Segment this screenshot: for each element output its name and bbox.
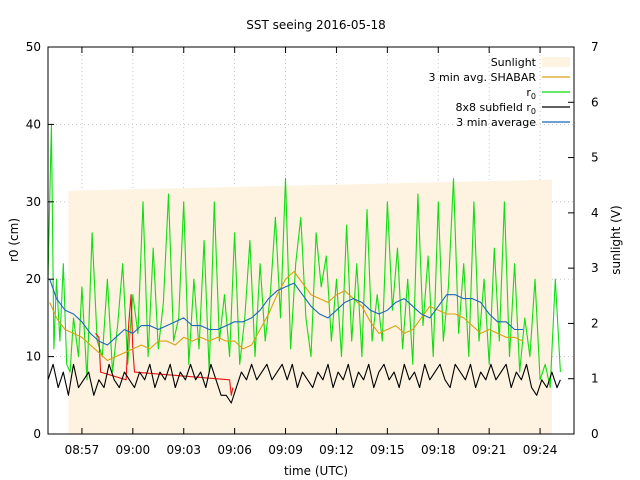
y2-tick-label: 6 <box>591 95 599 109</box>
series-layer <box>47 123 561 404</box>
x-tick-label: 09:12 <box>319 443 354 457</box>
y-tick-label: 20 <box>26 272 41 286</box>
y2-tick-label: 5 <box>591 151 599 165</box>
x-tick-label: 09:06 <box>217 443 252 457</box>
x-tick-label: 08:57 <box>65 443 100 457</box>
y-tick-label: 0 <box>33 427 41 441</box>
y2-tick-label: 7 <box>591 40 599 54</box>
y-tick-label: 50 <box>26 40 41 54</box>
x-tick-label: 09:21 <box>472 443 507 457</box>
y-tick-label: 30 <box>26 195 41 209</box>
axis-ticks: 08:57 09:00 09:03 09:06 09:09 09:12 09:15 09:18… <box>26 40 599 457</box>
plot-frame <box>47 46 575 435</box>
legend-swatch-sunlight <box>542 57 570 67</box>
chart-title: SST seeing 2016-05-18 <box>246 18 386 32</box>
x-axis-label: time (UTC) <box>284 464 348 478</box>
legend-label: 3 min avg. SHABAR <box>429 71 537 84</box>
x-tick-label: 09:09 <box>268 443 303 457</box>
x-tick-label: 09:18 <box>421 443 456 457</box>
x-tick-label: 09:03 <box>166 443 201 457</box>
sunlight-area-layer <box>68 179 552 434</box>
x-tick-label: 09:15 <box>370 443 405 457</box>
y2-tick-label: 3 <box>591 261 599 275</box>
y2-tick-label: 4 <box>591 206 599 220</box>
grid-lines <box>48 47 574 434</box>
y-axis-label: r0 (cm) <box>7 218 21 262</box>
legend-label: r0 <box>526 86 536 101</box>
series-line-3 <box>49 279 524 346</box>
y-tick-label: 10 <box>26 350 41 364</box>
y2-tick-label: 0 <box>591 427 599 441</box>
series-line-0 <box>49 270 524 362</box>
x-tick-label: 09:24 <box>523 443 558 457</box>
legend-label: Sunlight <box>491 56 537 69</box>
x-tick-label: 09:00 <box>116 443 151 457</box>
y2-axis-label: sunlight (V) <box>609 205 623 274</box>
legend-label: 3 min average <box>456 116 536 129</box>
series-line-4 <box>95 294 234 396</box>
y-tick-label: 40 <box>26 117 41 131</box>
y2-tick-label: 2 <box>591 316 599 330</box>
series-line-2 <box>47 363 561 404</box>
legend-label: 8x8 subfield r0 <box>455 101 536 116</box>
y2-tick-label: 1 <box>591 372 599 386</box>
sunlight-area <box>68 179 552 434</box>
series-line-1 <box>47 123 561 389</box>
